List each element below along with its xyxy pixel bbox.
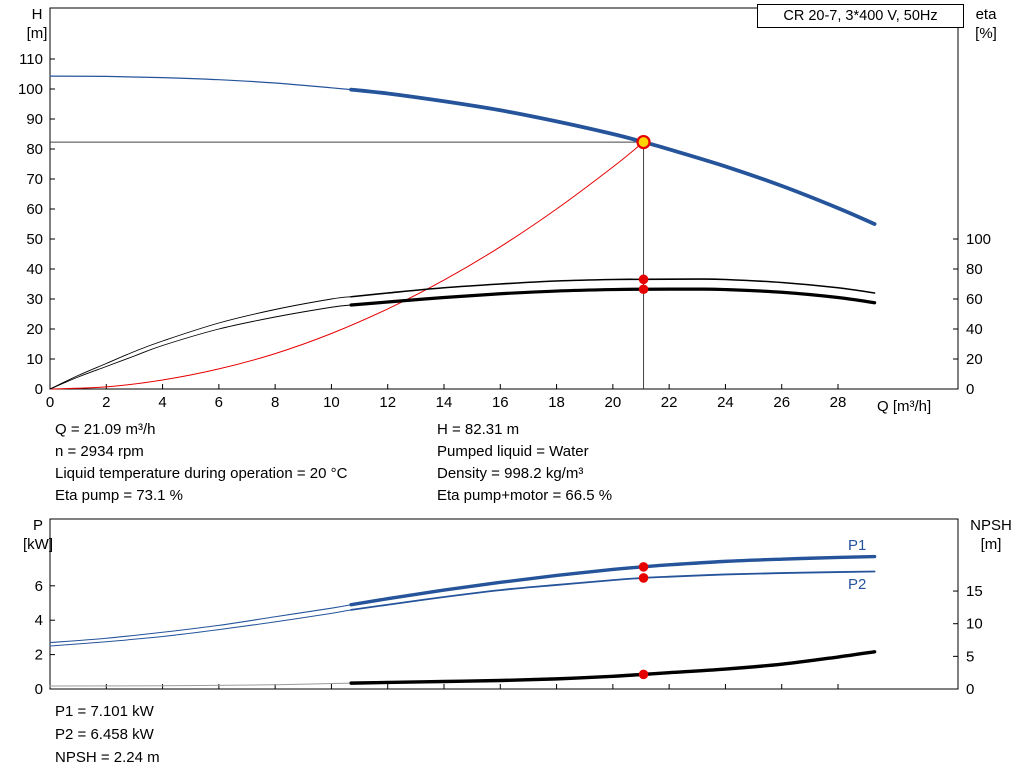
- eta-pump-motor-curve: [349, 287, 877, 307]
- left-tick-label: 110: [19, 51, 43, 68]
- head-curve: [349, 87, 877, 226]
- right-tick-label: 0: [966, 681, 974, 698]
- annotation-liquid-temp: Liquid temperature during operation = 20…: [55, 465, 348, 482]
- left-tick-label: 90: [26, 111, 43, 128]
- h-axis-title: H [m]: [16, 5, 58, 43]
- eta-axis-unit: [%]: [975, 25, 997, 42]
- operating-dot: [638, 274, 649, 285]
- eta-pump-motor-extrapolated: [49, 304, 352, 390]
- annotation-head: H = 82.31 m: [437, 421, 520, 438]
- x-tick-label: 0: [46, 394, 54, 411]
- x-tick-label: 2: [102, 394, 110, 411]
- head-curve-extrapolated: [49, 75, 352, 91]
- right-tick-label: 80: [966, 261, 983, 278]
- eta-pump-extrapolated: [49, 296, 352, 390]
- npsh-axis-symbol: NPSH: [970, 517, 1012, 534]
- h-axis-unit: [m]: [26, 25, 48, 42]
- annotation-npsh: NPSH = 2.24 m: [55, 749, 160, 766]
- left-tick-label: 60: [26, 201, 43, 218]
- left-tick-label: 0: [35, 381, 43, 398]
- left-tick-label: 80: [26, 141, 43, 158]
- system-curve: [49, 141, 645, 390]
- duty-point-marker: [636, 134, 651, 150]
- x-tick-label: 20: [605, 394, 622, 411]
- pump-model-label: CR 20-7, 3*400 V, 50Hz: [757, 4, 964, 28]
- npsh-axis-unit: [m]: [980, 536, 1002, 553]
- left-tick-label: 4: [35, 612, 43, 629]
- annotation-density: Density = 998.2 kg/m³: [437, 465, 584, 482]
- right-tick-label: 20: [966, 351, 983, 368]
- annotation-speed: n = 2934 rpm: [55, 443, 144, 460]
- annotation-flow: Q = 21.09 m³/h: [55, 421, 156, 438]
- left-tick-label: 10: [26, 351, 43, 368]
- annotation-p1: P1 = 7.101 kW: [55, 703, 154, 720]
- npsh-curve: [349, 650, 877, 685]
- left-tick-label: 40: [26, 261, 43, 278]
- left-tick-label: 70: [26, 171, 43, 188]
- operating-dot: [638, 562, 649, 572]
- plot-border: [49, 518, 959, 690]
- eta-pump-curve: [350, 278, 876, 298]
- x-tick-label: 14: [436, 394, 453, 411]
- annotation-eta-pump: Eta pump = 73.1 %: [55, 487, 183, 504]
- right-tick-label: 100: [966, 231, 991, 248]
- p1-curve: [349, 554, 877, 607]
- x-tick-label: 18: [548, 394, 565, 411]
- right-tick-label: 10: [966, 616, 983, 633]
- q-axis-label: Q [m³/h]: [877, 398, 932, 415]
- annotation-pumped-liquid: Pumped liquid = Water: [437, 443, 589, 460]
- p-axis-title: P [kW]: [14, 516, 62, 554]
- x-tick-label: 16: [492, 394, 509, 411]
- x-tick-label: 8: [271, 394, 279, 411]
- operating-dot: [638, 669, 649, 680]
- operating-dot: [638, 573, 649, 583]
- x-tick-label: 12: [379, 394, 396, 411]
- p-axis-unit: [kW]: [23, 536, 53, 553]
- annotation-eta-pump-motor: Eta pump+motor = 66.5 %: [437, 487, 613, 504]
- left-tick-label: 100: [18, 81, 43, 98]
- x-tick-label: 6: [215, 394, 223, 411]
- operating-dot: [638, 284, 649, 295]
- x-tick-label: 24: [717, 394, 734, 411]
- p1-curve-extrapolated: [49, 604, 352, 644]
- npsh-axis-title: NPSH [m]: [962, 516, 1020, 554]
- left-tick-label: 0: [35, 681, 43, 698]
- p1-curve-label: P1: [848, 537, 867, 554]
- p2-curve-label: P2: [848, 576, 867, 593]
- plot-border: [49, 7, 959, 390]
- eta-axis-symbol: eta: [975, 6, 997, 23]
- left-tick-label: 20: [26, 321, 43, 338]
- npsh-curve-extrapolated: [49, 682, 352, 687]
- h-axis-symbol: H: [31, 6, 43, 23]
- x-tick-label: 28: [830, 394, 847, 411]
- p2-curve: [350, 570, 876, 611]
- x-tick-label: 22: [661, 394, 678, 411]
- right-tick-label: 0: [966, 381, 974, 398]
- right-tick-label: 5: [966, 648, 974, 665]
- right-tick-label: 15: [966, 583, 983, 600]
- left-tick-label: 2: [35, 647, 43, 664]
- right-tick-label: 40: [966, 321, 983, 338]
- x-tick-label: 4: [158, 394, 166, 411]
- annotation-p2: P2 = 6.458 kW: [55, 726, 154, 743]
- left-tick-label: 50: [26, 231, 43, 248]
- p-axis-symbol: P: [32, 517, 43, 534]
- left-tick-label: 30: [26, 291, 43, 308]
- right-tick-label: 60: [966, 291, 983, 308]
- p2-curve-extrapolated: [49, 609, 352, 647]
- eta-axis-title: eta [%]: [964, 5, 1008, 43]
- x-tick-label: 26: [773, 394, 790, 411]
- left-tick-label: 6: [35, 578, 43, 595]
- x-tick-label: 10: [323, 394, 340, 411]
